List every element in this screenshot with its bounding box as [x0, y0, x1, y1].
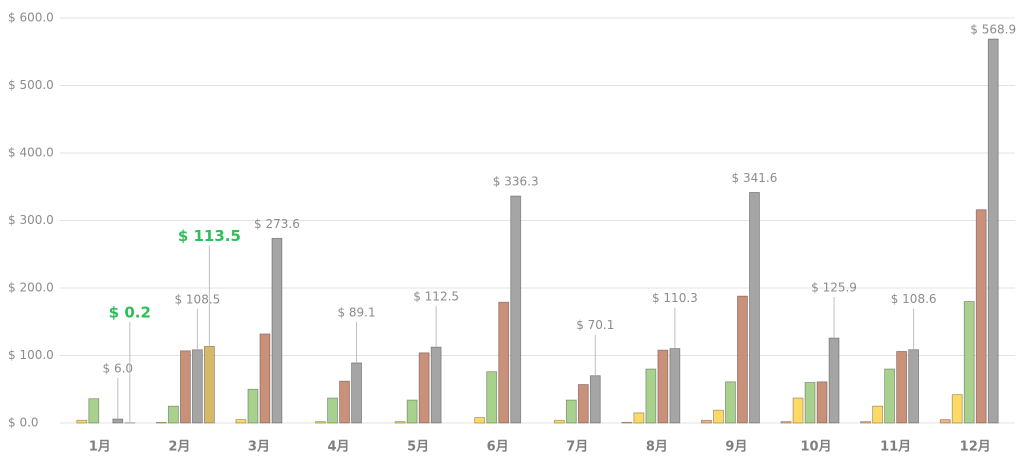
x-tick-label: 1月 — [89, 440, 111, 455]
bar — [804, 382, 816, 424]
bar — [167, 405, 179, 424]
bar — [828, 337, 840, 424]
x-tick-label: 4月 — [328, 440, 350, 455]
value-label: $ 336.3 — [493, 174, 539, 188]
bar — [701, 419, 712, 424]
bar — [88, 398, 100, 424]
bar — [816, 381, 828, 424]
bar — [725, 381, 736, 424]
bar — [577, 384, 589, 424]
value-label: $ 568.9 — [970, 23, 1016, 37]
bar — [474, 417, 486, 424]
y-tick-label: $ 600.0 — [8, 11, 54, 25]
y-tick-label: $ 400.0 — [8, 146, 54, 160]
bar — [339, 380, 350, 424]
value-label: $ 70.1 — [576, 318, 614, 332]
x-tick-label: 12月 — [960, 440, 991, 455]
bar — [76, 419, 88, 424]
bar — [645, 368, 657, 424]
bar — [191, 349, 203, 424]
bar — [908, 349, 920, 424]
bar — [486, 371, 498, 424]
bar — [510, 195, 522, 424]
bar — [963, 301, 975, 424]
y-tick-label: $ 0.0 — [8, 416, 39, 430]
bar — [271, 237, 283, 424]
bar — [633, 412, 645, 424]
bar — [669, 348, 681, 424]
value-label: $ 113.5 — [178, 227, 241, 245]
bar — [621, 421, 633, 424]
bar — [247, 388, 259, 424]
value-label: $ 89.1 — [337, 305, 375, 319]
bar — [860, 421, 872, 424]
bar — [565, 399, 577, 424]
value-label: $ 273.6 — [254, 217, 300, 231]
bar — [713, 409, 724, 424]
bar — [780, 421, 792, 424]
x-tick-label: 5月 — [407, 440, 429, 455]
x-tick-label: 6月 — [487, 440, 509, 455]
bar — [394, 421, 406, 424]
value-label: $ 108.6 — [891, 292, 937, 306]
bar — [351, 362, 362, 424]
bar — [315, 421, 326, 424]
bar — [749, 192, 760, 424]
bar — [112, 418, 124, 424]
bar — [553, 419, 565, 424]
value-label: $ 108.5 — [174, 292, 220, 306]
bar — [939, 419, 951, 424]
y-tick-label: $ 500.0 — [8, 78, 54, 92]
y-tick-label: $ 200.0 — [8, 281, 54, 295]
x-tick-label: 3月 — [248, 440, 270, 455]
bar — [896, 351, 908, 424]
value-label: $ 6.0 — [103, 361, 134, 375]
bar — [418, 352, 430, 424]
bar — [657, 349, 669, 424]
value-label: $ 110.3 — [652, 291, 698, 305]
y-tick-label: $ 300.0 — [8, 213, 54, 227]
bar — [498, 301, 510, 424]
bar — [975, 209, 987, 424]
x-tick-label: 7月 — [566, 440, 588, 455]
value-label: $ 125.9 — [811, 281, 857, 295]
x-tick-label: 11月 — [880, 440, 911, 455]
value-label: $ 112.5 — [413, 290, 459, 304]
bar — [987, 38, 999, 424]
bar — [951, 394, 963, 424]
bar — [406, 399, 418, 424]
x-tick-label: 9月 — [725, 440, 747, 455]
bar — [259, 333, 271, 424]
bar — [884, 368, 896, 424]
bar — [430, 346, 442, 424]
bar — [589, 375, 601, 424]
y-tick-label: $ 100.0 — [8, 348, 54, 362]
x-tick-label: 10月 — [800, 440, 831, 455]
x-tick-label: 2月 — [168, 440, 190, 455]
bar — [235, 419, 247, 424]
bar — [872, 405, 884, 424]
bar — [792, 397, 804, 424]
bar — [179, 350, 191, 424]
bar — [327, 397, 338, 424]
x-tick-label: 8月 — [646, 440, 668, 455]
value-label: $ 341.6 — [732, 171, 778, 185]
bar — [203, 345, 215, 424]
bar — [155, 421, 167, 424]
value-label: $ 0.2 — [109, 303, 151, 321]
bar — [737, 295, 748, 424]
